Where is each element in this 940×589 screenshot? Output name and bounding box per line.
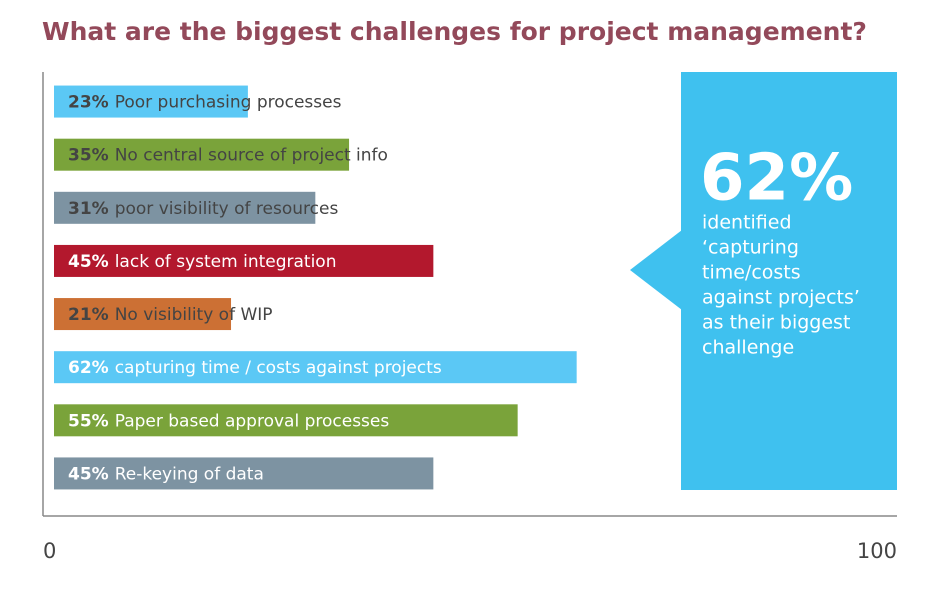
value-label: 55% — [68, 411, 109, 431]
callout-text: challenge — [702, 337, 794, 359]
bar — [54, 244, 434, 277]
callout-text: identified — [702, 212, 792, 234]
bar-label: 62% capturing time / costs against projec… — [68, 358, 442, 378]
category-label: No central source of project info — [115, 146, 388, 166]
category-label: lack of system integration — [115, 252, 337, 272]
category-label: Re-keying of data — [115, 464, 264, 484]
x-tick-label: 0 — [43, 539, 56, 563]
callout-headline: 62% — [700, 142, 853, 216]
category-label: Poor purchasing processes — [115, 93, 342, 113]
callout-text: against projects’ — [702, 287, 860, 309]
bar-label: 35% No central source of project info — [68, 146, 388, 166]
category-label: Paper based approval processes — [115, 411, 390, 431]
bar-label: 21% No visibility of WIP — [68, 305, 273, 325]
bar — [54, 191, 316, 224]
chart-title: What are the biggest challenges for proj… — [42, 17, 867, 46]
category-label: No visibility of WIP — [115, 305, 273, 325]
bar-label: 55% Paper based approval processes — [68, 411, 389, 431]
callout-text: time/costs — [702, 262, 801, 284]
bar — [54, 298, 232, 331]
value-label: 45% — [68, 252, 109, 272]
category-label: poor visibility of resources — [115, 199, 339, 219]
bar — [54, 404, 518, 437]
bar — [54, 138, 350, 171]
category-label: capturing time / costs against projects — [115, 358, 442, 378]
bar-label: 31% poor visibility of resources — [68, 199, 338, 219]
value-label: 31% — [68, 199, 109, 219]
bar-label: 45% Re-keying of data — [68, 464, 264, 484]
value-label: 23% — [68, 93, 109, 113]
x-tick-label: 100 — [857, 539, 897, 563]
bar — [54, 457, 434, 490]
bar — [54, 85, 248, 118]
value-label: 45% — [68, 464, 109, 484]
bar — [54, 351, 577, 384]
bar-label: 45% lack of system integration — [68, 252, 336, 272]
callout-text: ‘capturing — [702, 237, 799, 259]
bar-label: 23% Poor purchasing processes — [68, 93, 342, 113]
value-label: 62% — [68, 358, 109, 378]
callout-text: as their biggest — [702, 312, 850, 334]
callout-pointer — [630, 230, 682, 310]
value-label: 21% — [68, 305, 109, 325]
callout-box — [681, 72, 897, 490]
value-label: 35% — [68, 146, 109, 166]
